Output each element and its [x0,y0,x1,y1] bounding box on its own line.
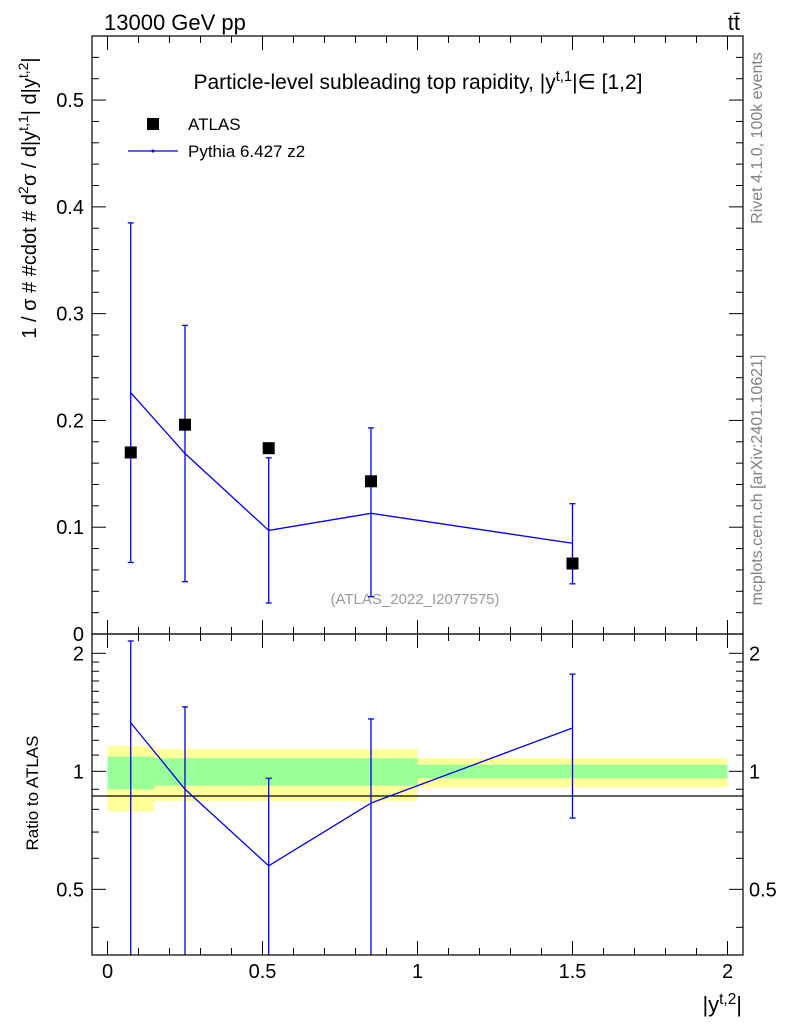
ratio-y-tick-label: 0.5 [56,879,84,901]
mcplots-credit-text: mcplots.cern.ch [arXiv:2401.10621] [749,355,766,606]
x-tick-label: 0.5 [249,961,277,983]
energy-label: 13000 GeV pp [104,10,246,35]
legend-marker-atlas [147,118,159,130]
ratio-y-tick-label: 1 [73,761,84,783]
rivet-version-text: Rivet 4.1.0, 100k events [749,52,766,224]
main-y-tick-label: 0.4 [56,197,84,219]
ratio-y-tick-label-right: 0.5 [749,879,777,901]
x-tick-label: 1 [412,961,423,983]
main-y-tick-label: 0.3 [56,304,84,326]
main-y-tick-label: 0.2 [56,410,84,432]
x-tick-label: 2 [722,961,733,983]
atlas-data-point [566,557,579,570]
process-label: tt̄ [728,10,740,35]
ratio-band-green [154,758,418,786]
main-panel: (ATLAS_2022_I2077575) 0 0.1 0.2 0.3 0.4 0.5 P… [15,35,744,646]
main-y-axis-label: 1 / σ # #cdot # d2σ / d|yt,1| d|yt,2| [15,57,41,338]
pythia-curve [130,392,573,544]
atlas-data-point [124,446,137,459]
main-y-tick-label: 0.5 [56,90,84,112]
legend-label: ATLAS [188,115,241,134]
x-tick-label: 0 [102,961,113,983]
ratio-panel: 0.5 0.5 1 1 2 2 0 0.5 1 1.5 2 Ratio to ATLAS |yt,2… [23,633,777,1018]
main-chart-title: Particle-level subleading top rapidity, … [193,69,642,94]
atlas-data-point [365,475,377,488]
ratio-y-tick-label: 2 [73,643,84,665]
x-axis-label: |yt,2| [702,991,742,1018]
ratio-y-axis-label: Ratio to ATLAS [23,736,42,851]
ratio-y-tick-label-right: 2 [749,643,760,665]
legend-point-pythia [151,149,155,153]
atlas-data-point [262,442,275,455]
main-y-tick-label: 0.1 [56,517,84,539]
ratio-y-tick-label-right: 1 [749,761,760,783]
legend-label: Pythia 6.427 z2 [188,142,305,161]
x-tick-label: 1.5 [559,961,587,983]
main-y-tick-label: 0 [73,624,84,646]
atlas-data-point [179,418,191,431]
analysis-id-watermark: (ATLAS_2022_I2077575) [330,591,499,608]
